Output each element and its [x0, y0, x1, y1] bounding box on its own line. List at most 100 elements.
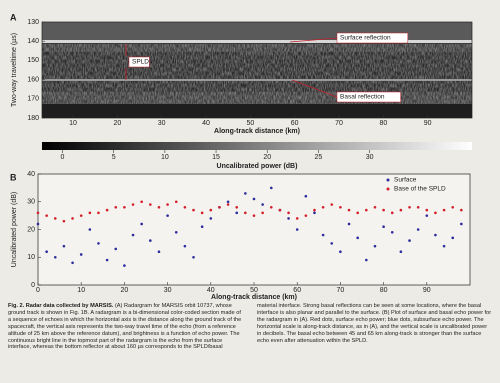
- data-point: [140, 200, 143, 204]
- y-axis-label: Two-way traveltime (µs): [11, 33, 18, 107]
- data-point: [269, 206, 273, 209]
- x-tick-label: 20: [121, 287, 129, 294]
- caption-text: (A) Radargram for MARSIS orbit 10737, wh…: [8, 303, 492, 351]
- data-point: [252, 197, 256, 201]
- data-point: [416, 228, 420, 231]
- data-point: [399, 250, 403, 253]
- data-point: [304, 214, 308, 217]
- colorbar-tick-label: 20: [263, 154, 271, 161]
- data-point: [88, 211, 92, 215]
- colorbar-tick-label: 25: [315, 154, 323, 161]
- data-point: [295, 217, 299, 220]
- data-point: [390, 230, 394, 234]
- data-point: [131, 203, 135, 206]
- data-point: [200, 211, 204, 215]
- data-point: [330, 242, 334, 245]
- data-point: [365, 258, 368, 262]
- data-point: [339, 206, 342, 209]
- data-point: [244, 211, 247, 215]
- data-point: [97, 211, 100, 215]
- x-tick-label: 80: [380, 287, 388, 294]
- annotation-box: [128, 56, 150, 68]
- figure: A10 20 30 40 50 60 70 80 90130140150160170180Alo…: [10, 12, 473, 301]
- x-tick-label: 10: [69, 120, 77, 127]
- annotation-arrow: [291, 79, 338, 98]
- x-tick-label: 60: [293, 287, 301, 294]
- y-axis-label: Uncalibrated power (dB): [11, 192, 18, 267]
- data-point: [287, 211, 290, 215]
- data-point: [45, 214, 48, 217]
- data-point: [157, 250, 161, 253]
- data-point: [287, 217, 290, 220]
- y-tick-label: 20: [27, 226, 35, 233]
- data-point: [347, 222, 351, 226]
- x-tick-label: 20: [113, 120, 121, 127]
- data-point: [36, 211, 40, 215]
- data-point: [166, 214, 169, 217]
- data-point: [373, 244, 377, 248]
- data-point: [53, 217, 57, 220]
- y-tick-label: 130: [27, 19, 39, 26]
- data-point: [79, 214, 83, 217]
- panel-label: B: [10, 172, 17, 182]
- data-point: [356, 211, 359, 215]
- colorbar-tick-label: 0: [61, 154, 65, 161]
- x-tick-label: 30: [158, 120, 166, 127]
- legend-label: Surface: [394, 177, 417, 184]
- data-point: [261, 203, 264, 206]
- data-point: [71, 261, 74, 265]
- annotation-arrow: [289, 37, 338, 43]
- x-tick-label: 0: [36, 287, 40, 294]
- data-point: [183, 206, 187, 209]
- y-tick-label: 40: [27, 171, 35, 178]
- x-tick-label: 30: [164, 287, 172, 294]
- data-point: [123, 206, 126, 209]
- data-point: [79, 253, 83, 256]
- data-point: [157, 206, 161, 209]
- data-point: [166, 203, 169, 206]
- data-point: [209, 208, 213, 212]
- y-tick-label: 150: [27, 57, 39, 64]
- x-tick-label: 80: [379, 120, 387, 127]
- data-point: [235, 206, 239, 209]
- data-point: [278, 208, 282, 212]
- data-point: [200, 225, 204, 229]
- x-tick-label: 50: [250, 287, 258, 294]
- legend-marker: [386, 178, 390, 182]
- caption-title: Fig. 2. Radar data collected by MARSIS.: [8, 303, 114, 309]
- x-tick-label: 10: [77, 287, 85, 294]
- data-point: [356, 236, 359, 240]
- data-point: [382, 225, 385, 229]
- y-tick-label: 0: [31, 282, 35, 289]
- data-point: [62, 244, 66, 248]
- x-tick-label: 90: [424, 120, 432, 127]
- data-point: [390, 211, 394, 215]
- data-point: [226, 200, 230, 204]
- colorbar-tick-label: 15: [212, 154, 220, 161]
- data-point: [97, 242, 100, 245]
- data-point: [425, 214, 429, 217]
- panel-label: A: [10, 12, 17, 22]
- x-tick-label: 40: [202, 120, 210, 127]
- x-tick-label: 70: [337, 287, 345, 294]
- x-tick-label: 40: [207, 287, 215, 294]
- y-tick-label: 170: [27, 96, 39, 103]
- colorbar-tick-label: 30: [366, 154, 374, 161]
- data-point: [174, 200, 178, 204]
- data-point: [434, 211, 437, 215]
- x-axis-label: Along-track distance (km): [214, 128, 300, 135]
- data-point: [149, 203, 152, 206]
- data-point: [313, 211, 316, 215]
- data-point: [442, 208, 446, 212]
- y-tick-label: 140: [27, 38, 39, 45]
- data-point: [192, 208, 195, 212]
- data-point: [373, 206, 377, 209]
- y-tick-label: 10: [27, 254, 35, 261]
- y-tick-label: 180: [27, 115, 39, 122]
- data-point: [399, 208, 403, 212]
- data-point: [192, 255, 195, 259]
- data-point: [218, 206, 221, 209]
- colorbar-label: Uncalibrated power (dB): [217, 163, 298, 170]
- legend-label: Base of the SPLD: [394, 186, 446, 193]
